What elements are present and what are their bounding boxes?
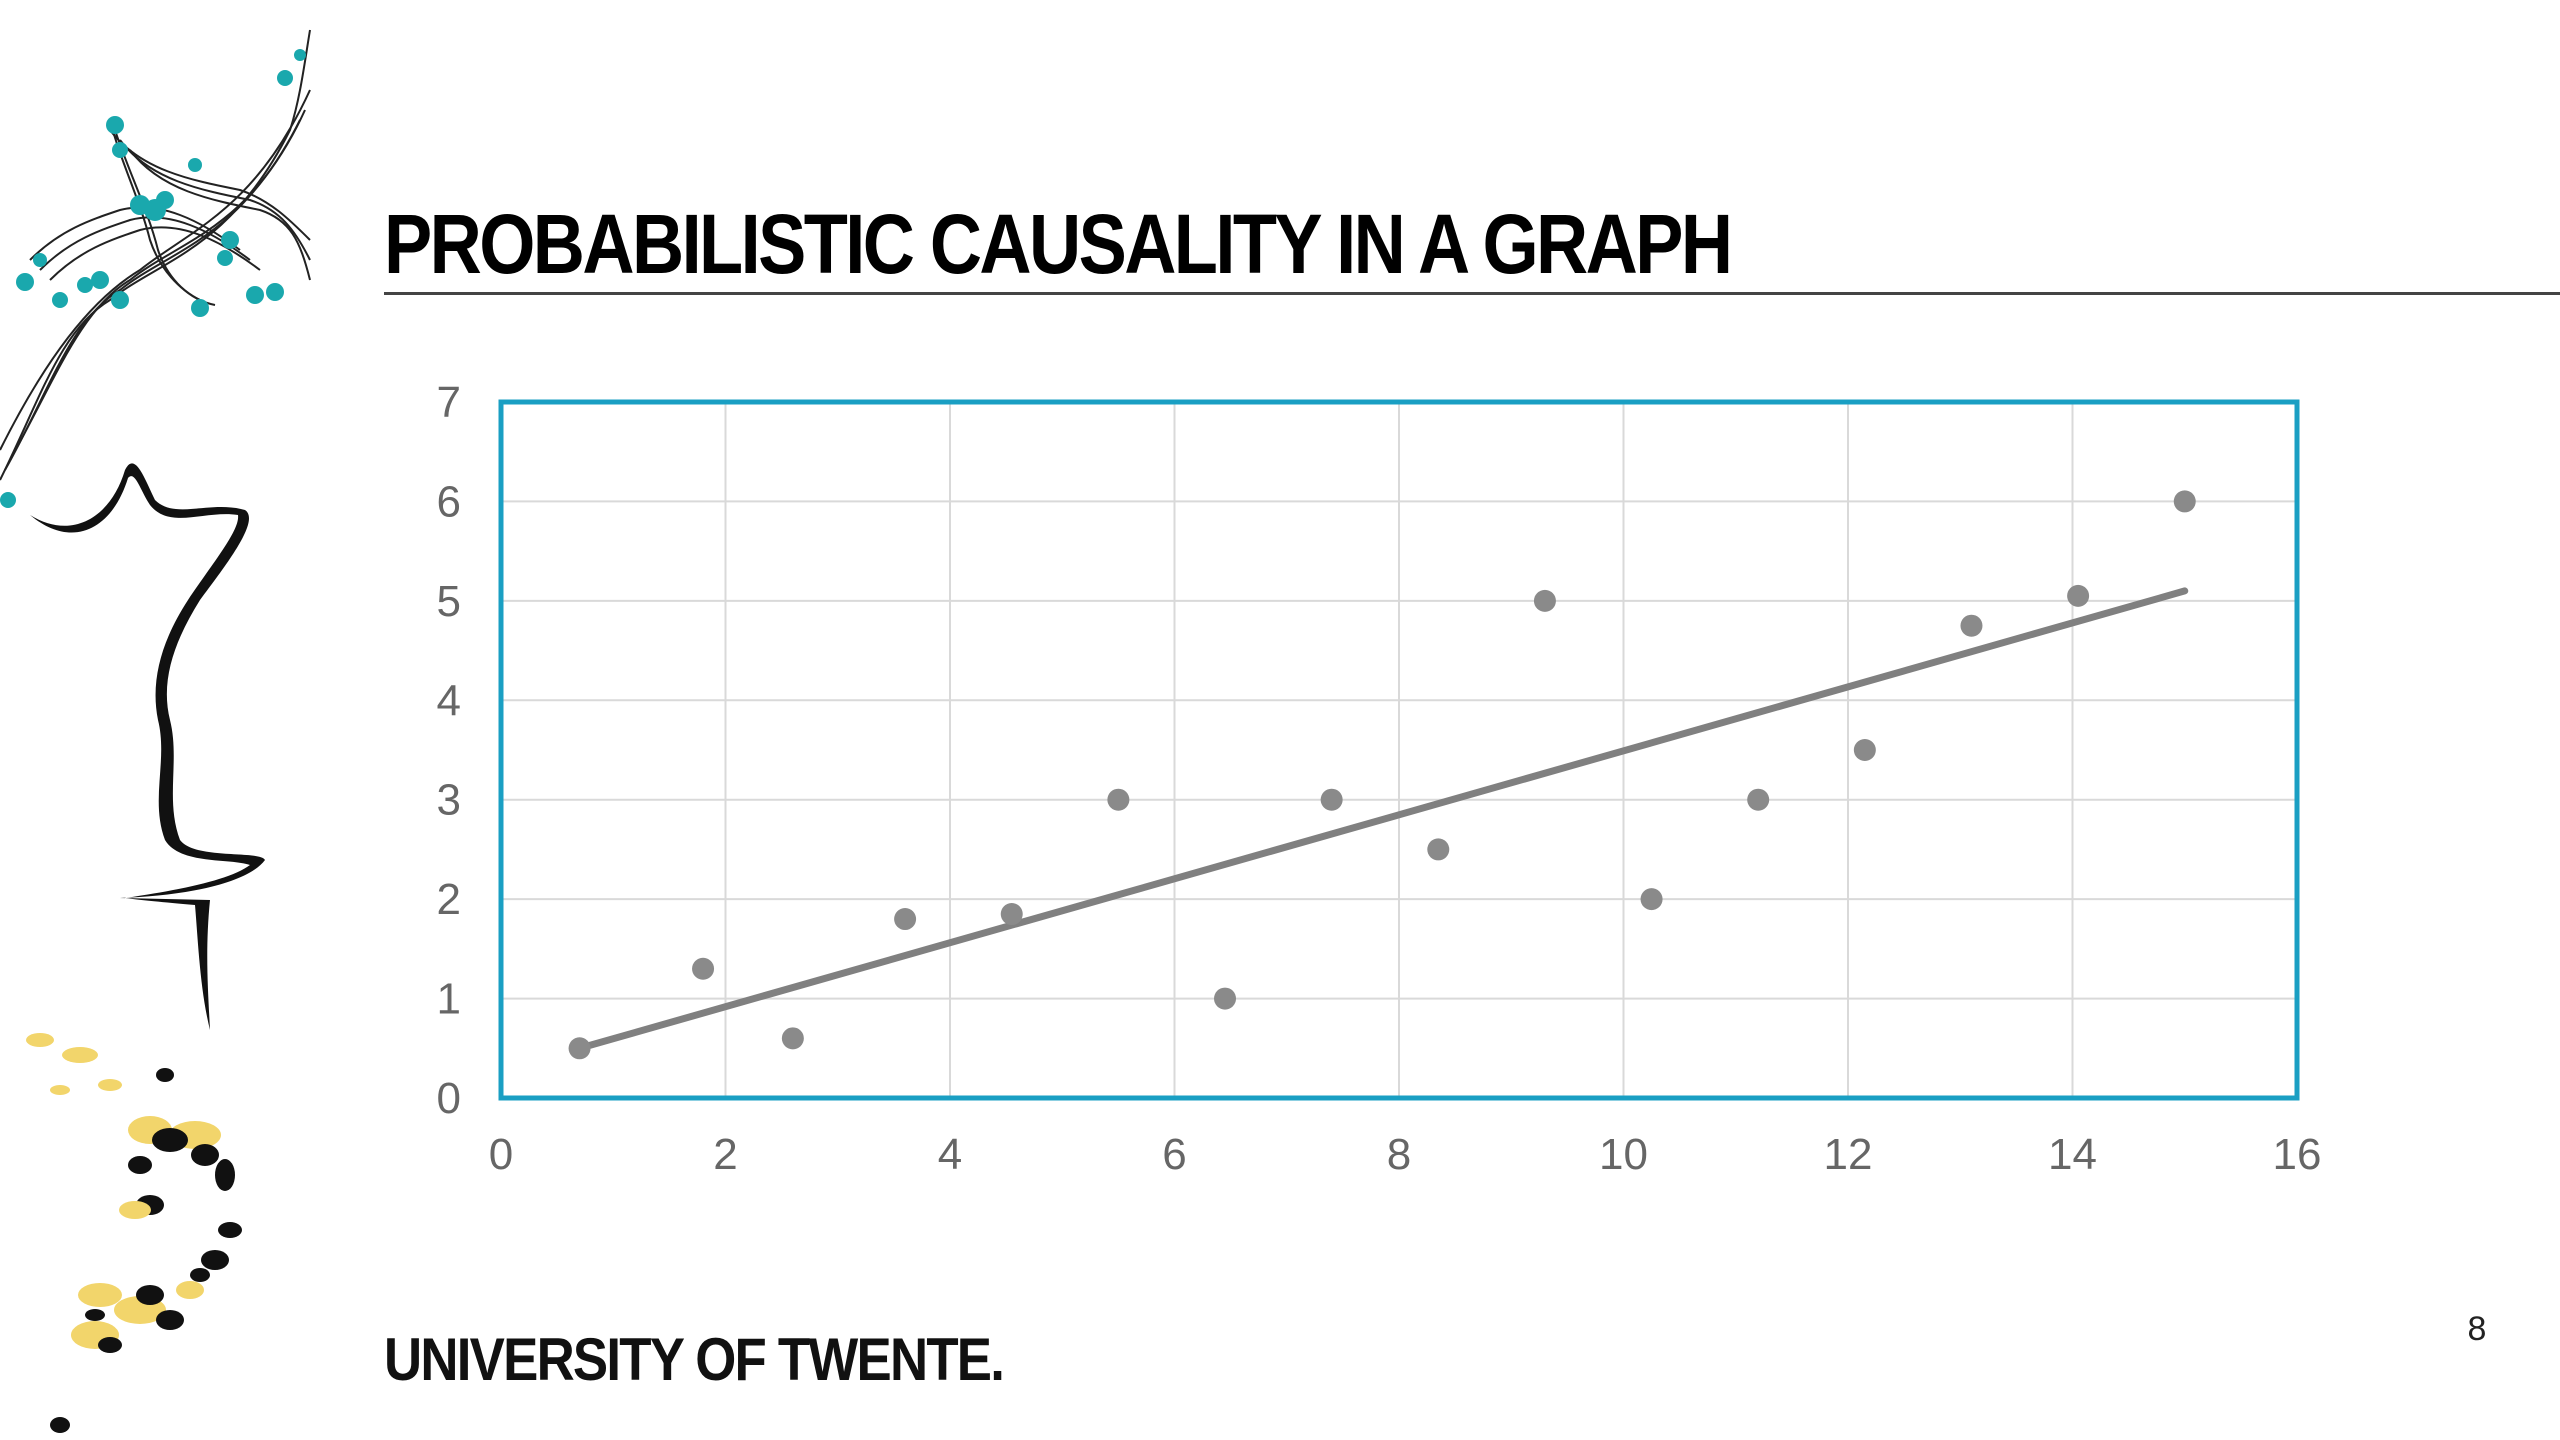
x-tick-label: 0 [489, 1130, 513, 1179]
y-tick-label: 3 [437, 776, 461, 825]
slide-title: PROBABILISTIC CAUSALITY IN A GRAPH [384, 197, 1733, 291]
data-point [1533, 589, 1556, 612]
y-tick-label: 6 [437, 477, 461, 526]
decorative-artwork [0, 29, 311, 1433]
x-tick-label: 16 [2273, 1130, 2322, 1179]
y-tick-label: 5 [437, 577, 461, 626]
y-tick-label: 1 [437, 975, 461, 1024]
trendline [576, 587, 2189, 1052]
x-tick-label: 6 [1162, 1130, 1186, 1179]
data-point [1000, 903, 1023, 926]
data-point [1214, 987, 1237, 1010]
data-point [1747, 788, 1770, 811]
x-tick-label: 2 [713, 1130, 737, 1179]
data-point [781, 1027, 804, 1050]
data-point [1320, 788, 1343, 811]
x-tick-label: 8 [1387, 1130, 1411, 1179]
y-axis-tick-labels: 0 1 2 3 4 5 6 7 [437, 378, 461, 1123]
page-number: 8 [2467, 1310, 2487, 1348]
y-tick-label: 0 [437, 1074, 461, 1123]
data-point [1107, 788, 1130, 811]
data-point [1960, 614, 1983, 637]
data-points [568, 490, 2196, 1060]
data-point [1853, 739, 1876, 761]
teal-nodes [0, 49, 306, 508]
x-tick-label: 14 [2048, 1130, 2097, 1179]
trendline-layer [576, 587, 2189, 1052]
data-point [1427, 838, 1450, 861]
data-point [692, 957, 715, 980]
y-tick-label: 7 [437, 378, 461, 427]
brush-stroke-illustration [30, 463, 265, 1030]
y-tick-label: 4 [437, 676, 461, 725]
blob-illustration [26, 1033, 242, 1433]
title-divider [384, 292, 2560, 295]
data-point [568, 1037, 591, 1060]
x-tick-label: 4 [938, 1130, 962, 1179]
data-point [894, 908, 917, 931]
y-tick-label: 2 [437, 875, 461, 924]
data-point [1640, 888, 1663, 911]
plot-area-frame [498, 399, 2300, 1101]
data-point [2067, 584, 2090, 607]
x-tick-label: 12 [1824, 1130, 1873, 1179]
data-point [2173, 490, 2196, 513]
x-tick-label: 10 [1599, 1130, 1648, 1179]
university-brand: UNIVERSITY OF TWENTE. [384, 1326, 1005, 1393]
x-axis-tick-labels: 0 2 4 6 8 10 12 14 16 [489, 1130, 2322, 1179]
